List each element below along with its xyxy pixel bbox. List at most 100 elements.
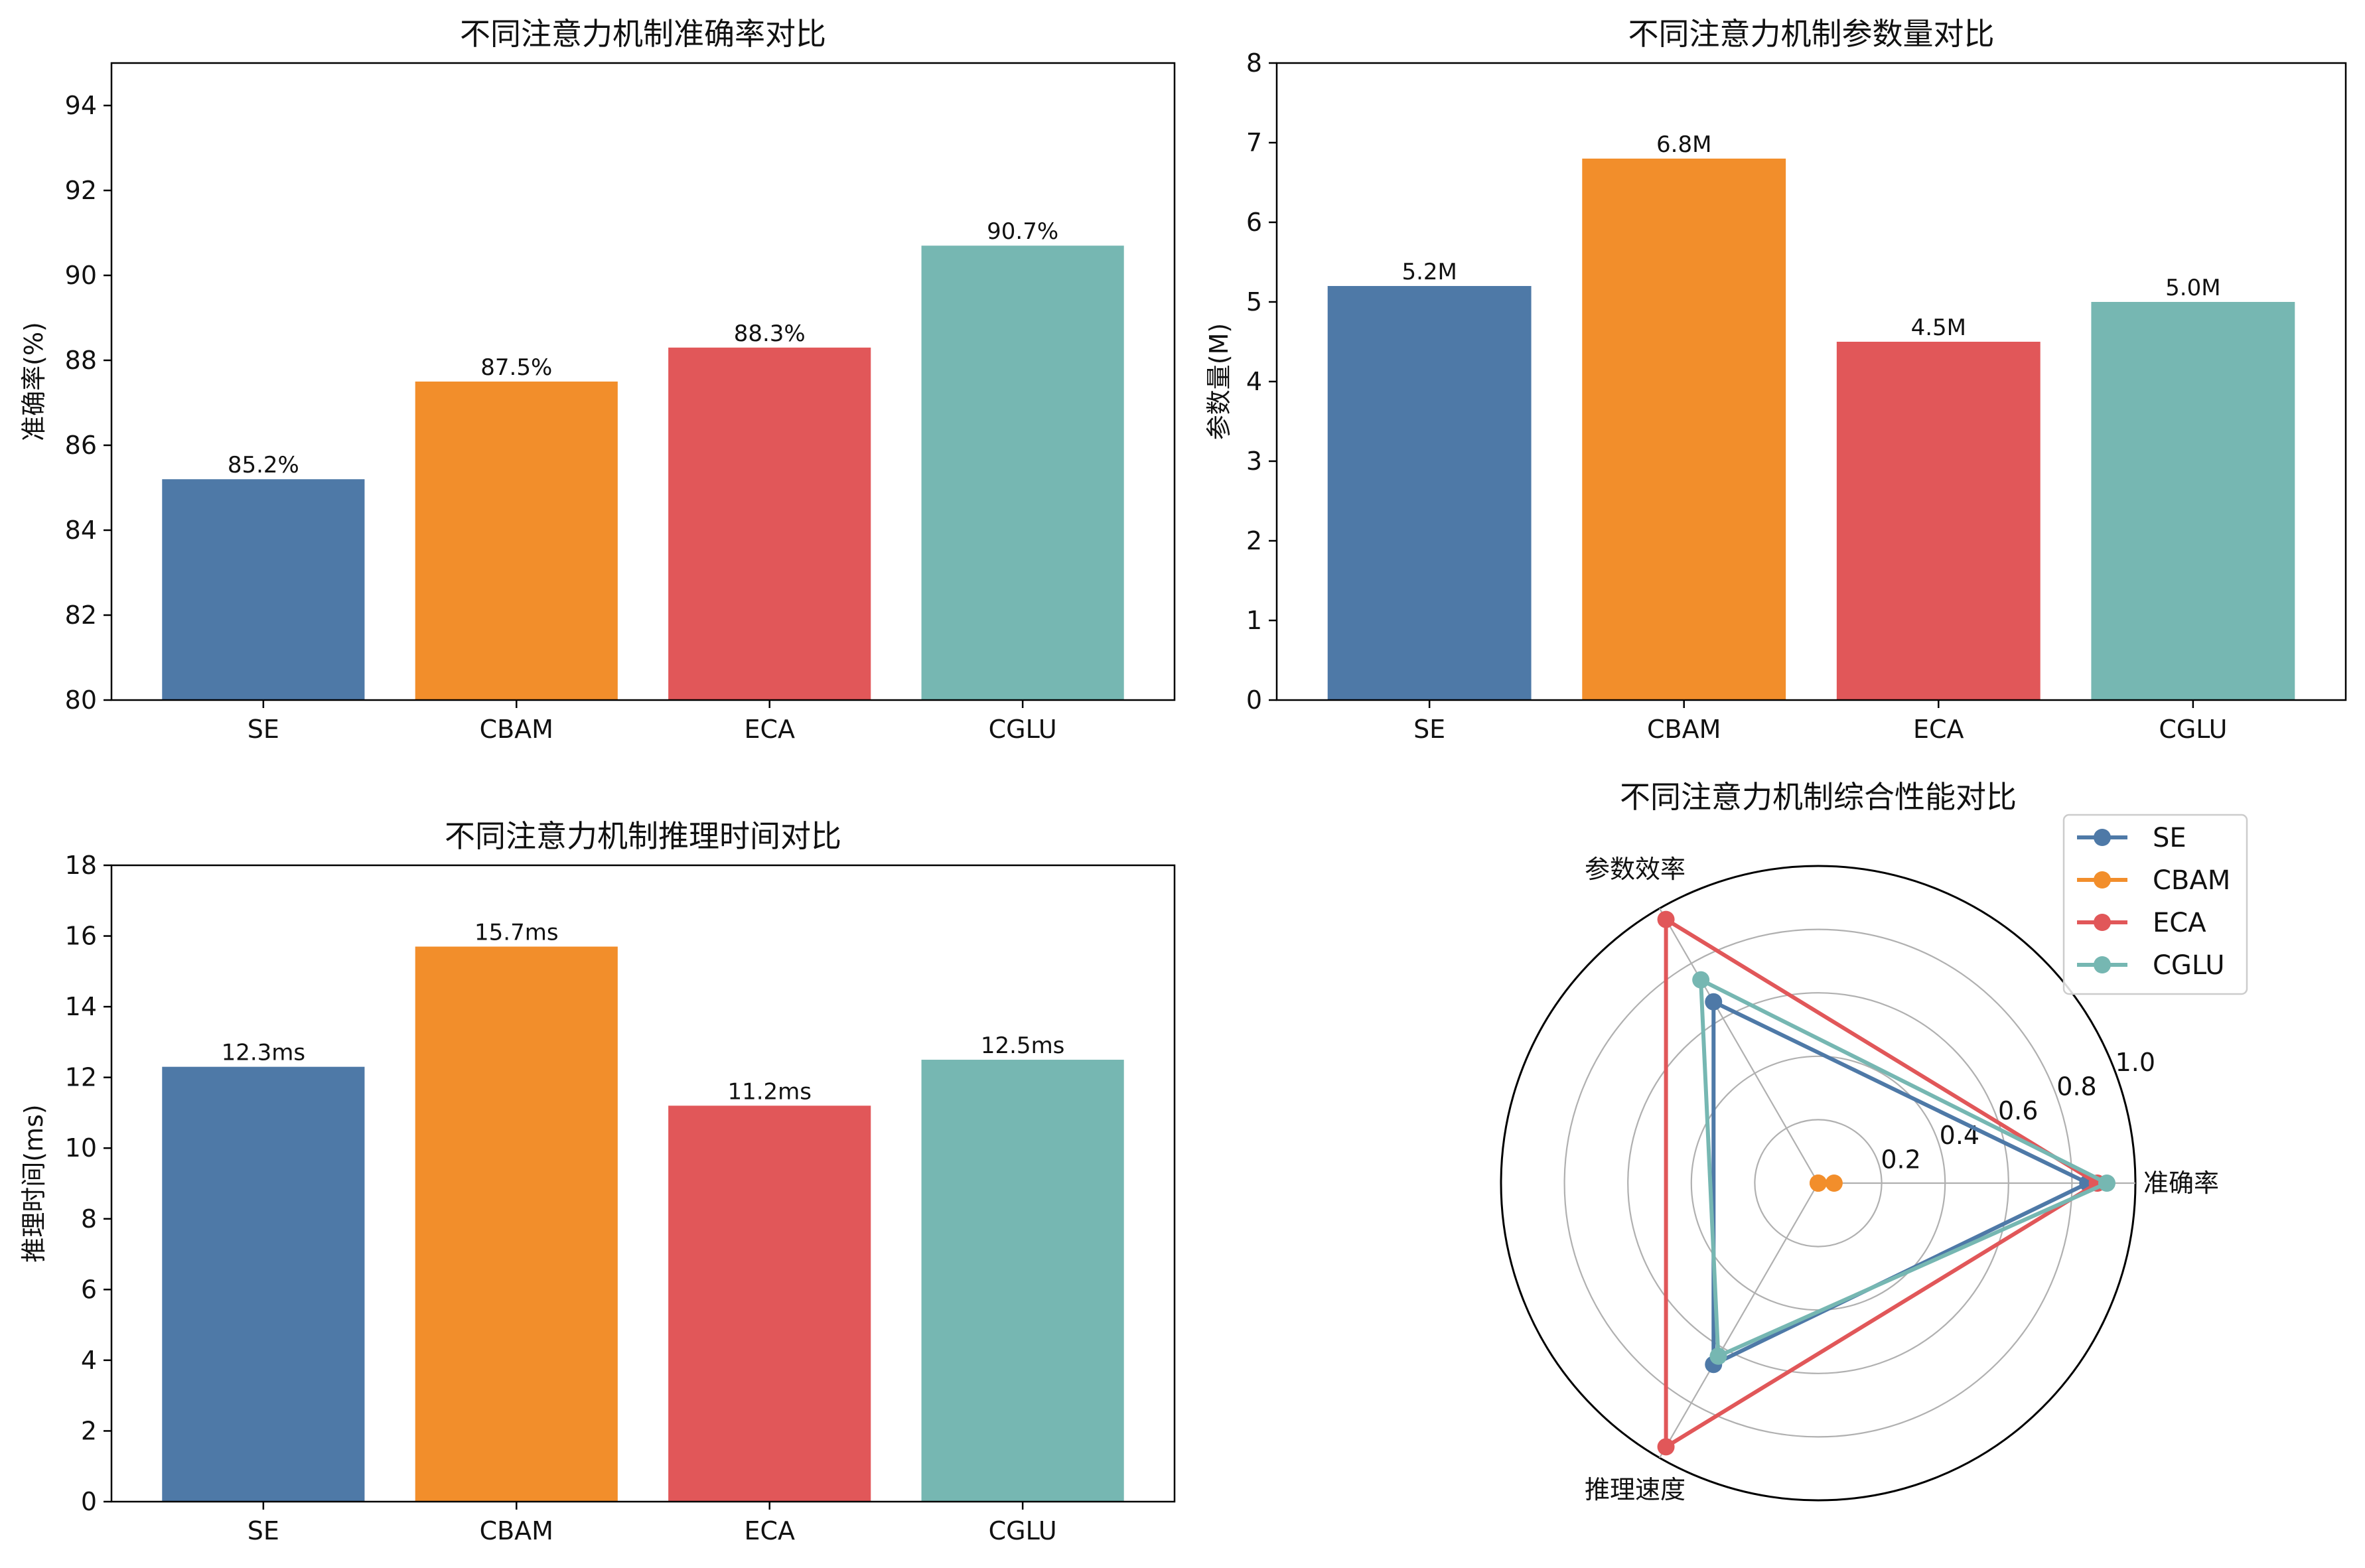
y-tick-label: 94: [65, 91, 97, 120]
y-axis-label: 参数量(M): [1204, 323, 1234, 440]
legend-marker-se: [2094, 829, 2111, 846]
y-tick-label: 12: [65, 1063, 97, 1092]
radar-r-tick-label: 0.4: [1940, 1121, 1979, 1150]
y-axis-label: 推理时间(ms): [19, 1104, 48, 1262]
bar-value-label: 12.5ms: [981, 1033, 1065, 1059]
y-tick-label: 5: [1246, 287, 1262, 317]
radar-point-eca: [1657, 910, 1675, 928]
chart-title: 不同注意力机制参数量对比: [1628, 16, 1995, 52]
radar-point-cglu: [1692, 971, 1710, 989]
radar-axis-label: 准确率: [2143, 1169, 2219, 1198]
bar-cglu: [921, 246, 1124, 700]
x-tick-label: CGLU: [989, 1516, 1057, 1545]
y-tick-label: 0: [81, 1487, 97, 1516]
y-tick-label: 88: [65, 346, 97, 375]
plot-frame: [110, 62, 1176, 701]
radar-point-se: [1705, 993, 1723, 1011]
bar-cglu: [2091, 302, 2295, 700]
y-tick-label: 82: [65, 601, 97, 630]
x-tick-label: CBAM: [480, 1516, 553, 1545]
inference-time-bar-chart: 不同注意力机制推理时间对比 12.3ms SE 15.7ms CBAM 11.2ms ECA…: [19, 818, 1176, 1545]
bar-cglu: [921, 1060, 1124, 1502]
bar-eca: [1836, 342, 2041, 700]
bar-value-label: 11.2ms: [727, 1078, 812, 1105]
bar-eca: [668, 1105, 871, 1502]
y-tick-label: 8: [1246, 48, 1262, 78]
y-tick-label: 90: [65, 261, 97, 290]
bar-value-label: 88.3%: [734, 321, 806, 347]
bar-value-label: 87.5%: [480, 354, 552, 381]
radar-series-eca: [1664, 917, 2100, 1449]
bar-value-label: 5.0M: [2165, 275, 2220, 301]
radar-r-tick-label: 0.6: [1998, 1096, 2038, 1125]
y-axis-label: 准确率(%): [19, 322, 48, 441]
legend-label: CGLU: [2153, 950, 2225, 981]
y-tick-label: 6: [81, 1275, 97, 1304]
legend-marker-eca: [2094, 914, 2111, 931]
y-tick-label: 0: [1246, 685, 1262, 715]
radar-r-tick-label: 1.0: [2115, 1048, 2155, 1077]
legend-marker-cglu: [2094, 956, 2111, 973]
y-tick-label: 92: [65, 176, 97, 205]
radar-point-eca: [1657, 1438, 1675, 1456]
x-tick-label: CBAM: [1647, 715, 1721, 744]
y-tick-label: 4: [81, 1346, 97, 1375]
legend-label: CBAM: [2153, 865, 2230, 896]
bar-value-label: 6.8M: [1656, 131, 1711, 158]
y-tick-label: 14: [65, 992, 97, 1021]
radar-r-tick-label: 0.2: [1881, 1145, 1920, 1174]
y-tick-label: 86: [65, 431, 97, 460]
y-tick-label: 18: [65, 851, 97, 880]
x-tick-label: CBAM: [480, 715, 553, 744]
radar-axis-label: 参数效率: [1585, 855, 1685, 884]
radar-point-cglu: [2098, 1175, 2115, 1192]
bar-value-label: 85.2%: [228, 452, 299, 478]
x-tick-label: CGLU: [2159, 715, 2227, 744]
legend-label: SE: [2153, 823, 2186, 853]
radar-r-tick-label: 0.8: [2056, 1072, 2096, 1102]
radar-spoke: [1659, 908, 1819, 1184]
bar-cbam: [415, 946, 618, 1502]
bar-value-label: 5.2M: [1401, 259, 1457, 285]
radar-series-cglu: [1699, 977, 2109, 1358]
chart-title: 不同注意力机制综合性能对比: [1620, 779, 2017, 815]
legend-label: ECA: [2153, 908, 2206, 938]
legend-box: [2062, 814, 2248, 995]
parameters-bar-chart: 不同注意力机制参数量对比 5.2M SE 6.8M CBAM 4.5M ECA 5.0M CGL…: [1204, 16, 2347, 744]
y-tick-label: 7: [1246, 128, 1262, 157]
y-tick-label: 10: [65, 1133, 97, 1163]
y-tick-label: 2: [1246, 526, 1262, 555]
y-tick-label: 80: [65, 685, 97, 715]
chart-title: 不同注意力机制准确率对比: [460, 16, 826, 52]
plot-frame: [110, 864, 1176, 1503]
x-tick-label: SE: [248, 1516, 279, 1545]
chart-title: 不同注意力机制推理时间对比: [445, 818, 841, 854]
x-tick-label: ECA: [744, 715, 795, 744]
x-tick-label: ECA: [744, 1516, 795, 1545]
legend-marker-cbam: [2094, 871, 2111, 889]
bar-value-label: 90.7%: [987, 218, 1058, 245]
bar-value-label: 15.7ms: [474, 920, 559, 946]
y-tick-label: 84: [65, 516, 97, 545]
y-tick-label: 4: [1246, 367, 1262, 396]
bar-value-label: 12.3ms: [222, 1040, 306, 1066]
bar-se: [1327, 286, 1532, 700]
x-tick-label: SE: [1413, 715, 1445, 744]
y-tick-label: 8: [81, 1204, 97, 1234]
y-tick-label: 6: [1246, 208, 1262, 237]
radar-axis-label: 推理速度: [1585, 1475, 1685, 1504]
y-tick-label: 2: [81, 1416, 97, 1445]
x-tick-label: ECA: [1913, 715, 1964, 744]
y-tick-label: 16: [65, 922, 97, 951]
y-tick-label: 3: [1246, 447, 1262, 476]
plot-frame: [1275, 62, 2347, 701]
bar-cbam: [415, 382, 618, 700]
radar-point-cbam: [1825, 1175, 1843, 1192]
radar-point-cbam: [1810, 1175, 1827, 1192]
y-tick-label: 1: [1246, 606, 1262, 635]
x-tick-label: SE: [248, 715, 279, 744]
accuracy-bar-chart: 不同注意力机制准确率对比 85.2% SE 87.5% CBAM 88.3% ECA 90.7…: [19, 16, 1176, 744]
